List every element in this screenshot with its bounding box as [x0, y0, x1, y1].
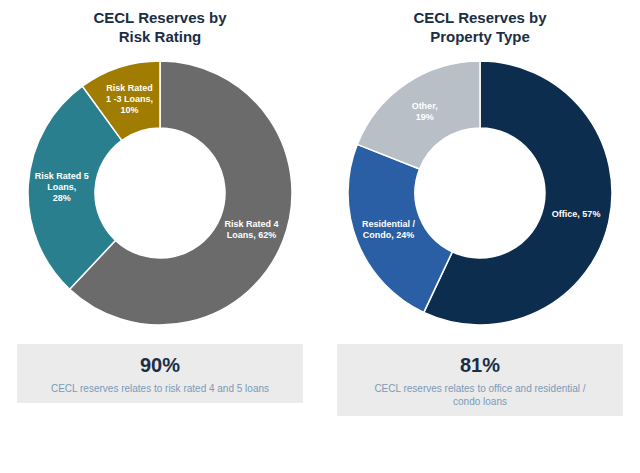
html-text:condo loans: condo loans: [453, 396, 507, 407]
html-text:81%: 81%: [460, 354, 500, 376]
html-text:CECL reserves relates to offic: CECL reserves relates to office and resi…: [374, 383, 586, 394]
html-text:Risk Rating: Risk Rating: [118, 28, 202, 45]
svg-text:Risk Rated 5Loans,28%: Risk Rated 5Loans,28%: [35, 171, 89, 203]
svg-text:Office, 57%: Office, 57%: [552, 209, 601, 219]
svg-text:Residential /Condo, 24%: Residential /Condo, 24%: [362, 219, 416, 240]
html-text:Property Type: Property Type: [430, 28, 530, 45]
html-text:CECL reserves relates to risk: CECL reserves relates to risk rated 4 an…: [51, 383, 269, 394]
html-text:CECL Reserves by: CECL Reserves by: [413, 9, 547, 26]
svg-text:Other,19%: Other,19%: [412, 101, 438, 122]
svg-text:Risk Rated1 -3 Loans,10%: Risk Rated1 -3 Loans,10%: [106, 83, 153, 115]
html-text:CECL Reserves by: CECL Reserves by: [93, 9, 227, 26]
svg-text:Risk Rated 4Loans, 62%: Risk Rated 4Loans, 62%: [225, 219, 279, 240]
html-text:90%: 90%: [140, 354, 180, 376]
